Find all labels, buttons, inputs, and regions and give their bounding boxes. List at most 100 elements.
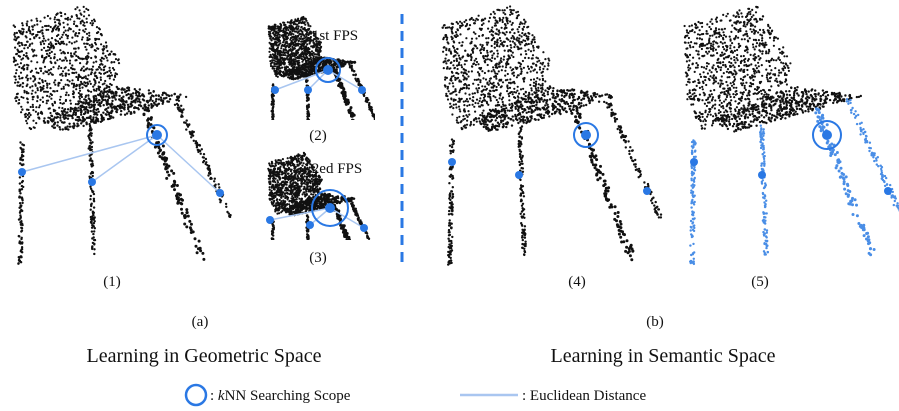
point <box>128 106 130 108</box>
point <box>43 37 45 39</box>
point <box>108 86 110 88</box>
point <box>271 280 273 282</box>
point <box>188 124 190 126</box>
point <box>271 124 273 126</box>
point <box>357 130 360 133</box>
point <box>272 121 274 123</box>
point <box>198 240 201 243</box>
point <box>310 198 312 200</box>
point <box>306 48 308 50</box>
point <box>89 38 91 40</box>
point <box>271 127 273 129</box>
point <box>58 20 60 22</box>
point <box>65 75 67 77</box>
point <box>94 120 96 122</box>
point <box>15 79 17 81</box>
point <box>293 178 295 180</box>
point <box>59 38 61 40</box>
point <box>14 47 16 49</box>
point <box>299 33 301 35</box>
point <box>31 90 33 92</box>
point <box>45 91 47 93</box>
point <box>270 131 272 133</box>
point <box>118 98 120 100</box>
point <box>350 61 352 63</box>
point <box>276 48 278 50</box>
point <box>372 114 374 116</box>
point <box>71 16 73 18</box>
point <box>293 36 295 38</box>
point <box>42 96 44 98</box>
point <box>290 71 292 73</box>
point <box>334 63 336 65</box>
point <box>99 64 101 66</box>
point <box>76 40 78 42</box>
point <box>273 43 275 45</box>
point <box>43 85 45 87</box>
point <box>352 122 355 125</box>
point <box>52 28 54 30</box>
point <box>272 45 274 47</box>
point <box>25 76 27 78</box>
point <box>75 103 77 105</box>
point <box>297 19 299 21</box>
point <box>168 95 170 97</box>
point <box>285 46 287 48</box>
point <box>302 206 304 208</box>
point <box>309 65 311 67</box>
point <box>76 17 78 19</box>
point <box>92 66 94 68</box>
point <box>88 97 90 99</box>
point <box>62 116 64 118</box>
point <box>341 63 343 65</box>
point <box>69 28 71 30</box>
point <box>270 169 272 171</box>
point <box>20 238 22 240</box>
point <box>80 110 82 112</box>
point <box>41 88 43 90</box>
point <box>52 120 54 122</box>
point <box>94 227 96 229</box>
point <box>152 91 154 93</box>
point <box>61 107 63 109</box>
point <box>187 215 190 218</box>
point <box>207 174 209 176</box>
point <box>26 31 28 33</box>
point <box>297 70 299 72</box>
point <box>271 142 273 144</box>
point <box>275 164 277 166</box>
point <box>106 45 108 47</box>
point <box>291 183 293 185</box>
point <box>44 17 46 19</box>
point <box>135 94 137 96</box>
point <box>83 15 85 17</box>
point <box>27 41 29 43</box>
point <box>108 70 110 72</box>
point <box>300 53 302 55</box>
point <box>214 184 216 186</box>
point <box>133 111 135 113</box>
point <box>272 115 274 117</box>
point <box>271 202 273 204</box>
point <box>33 37 35 39</box>
point <box>271 260 273 262</box>
point <box>98 111 100 113</box>
point <box>71 108 73 110</box>
point <box>272 248 274 250</box>
point <box>309 61 311 63</box>
point <box>58 22 60 24</box>
point <box>297 52 299 54</box>
point <box>286 181 288 183</box>
point <box>196 251 199 254</box>
point <box>290 28 292 30</box>
point <box>45 71 47 73</box>
point <box>109 75 111 77</box>
point <box>376 120 378 122</box>
point <box>31 33 33 35</box>
point <box>312 68 314 70</box>
point <box>295 77 297 79</box>
point <box>359 131 362 134</box>
point <box>82 36 84 38</box>
point <box>305 169 307 171</box>
point <box>22 57 24 59</box>
